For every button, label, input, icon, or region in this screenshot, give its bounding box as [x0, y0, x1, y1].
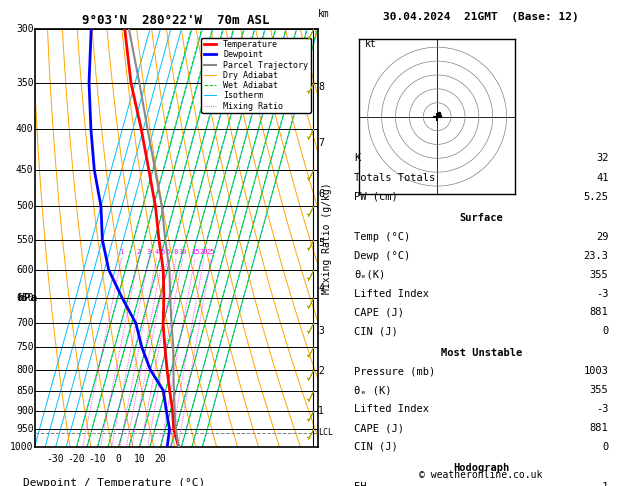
Text: LCL: LCL	[318, 429, 333, 437]
Text: 30.04.2024  21GMT  (Base: 12): 30.04.2024 21GMT (Base: 12)	[383, 12, 579, 22]
Text: 881: 881	[590, 308, 608, 317]
Text: -20: -20	[68, 454, 86, 464]
Text: 600: 600	[16, 265, 33, 275]
Text: 8: 8	[318, 82, 324, 92]
Text: Lifted Index: Lifted Index	[354, 404, 429, 414]
Text: 700: 700	[16, 318, 33, 329]
Text: 4: 4	[155, 248, 159, 255]
Text: km: km	[318, 9, 330, 19]
Text: 6: 6	[165, 248, 170, 255]
Text: θₑ (K): θₑ (K)	[354, 385, 391, 395]
Text: 900: 900	[16, 405, 33, 416]
Text: 10: 10	[133, 454, 145, 464]
Text: 1: 1	[318, 405, 324, 416]
Text: © weatheronline.co.uk: © weatheronline.co.uk	[420, 470, 543, 480]
Text: 2: 2	[136, 248, 140, 255]
Text: -30: -30	[47, 454, 64, 464]
Text: 300: 300	[16, 24, 33, 34]
Text: 7: 7	[318, 138, 324, 148]
Text: kt: kt	[365, 39, 377, 49]
Text: 2: 2	[318, 366, 324, 376]
Text: hPa: hPa	[17, 293, 37, 303]
Text: 0: 0	[602, 326, 608, 336]
Text: 32: 32	[596, 154, 608, 163]
Text: 355: 355	[590, 270, 608, 280]
Text: 20: 20	[155, 454, 166, 464]
Text: 3: 3	[318, 326, 324, 336]
Legend: Temperature, Dewpoint, Parcel Trajectory, Dry Adiabat, Wet Adiabat, Isotherm, Mi: Temperature, Dewpoint, Parcel Trajectory…	[201, 37, 311, 113]
Text: 29: 29	[596, 232, 608, 242]
Text: 0: 0	[602, 442, 608, 452]
Text: 750: 750	[16, 342, 33, 352]
Text: -10: -10	[89, 454, 106, 464]
Text: ASL: ASL	[318, 0, 336, 1]
Text: 5.25: 5.25	[584, 192, 608, 202]
Text: 650: 650	[16, 293, 33, 303]
Text: 6: 6	[318, 190, 324, 199]
Text: Lifted Index: Lifted Index	[354, 289, 429, 299]
Text: -3: -3	[596, 404, 608, 414]
Text: 3: 3	[147, 248, 151, 255]
Text: 4: 4	[318, 283, 324, 293]
Text: 0: 0	[116, 454, 121, 464]
Text: K: K	[354, 154, 360, 163]
Text: Pressure (mb): Pressure (mb)	[354, 366, 435, 377]
Text: 881: 881	[590, 423, 608, 433]
Text: 23.3: 23.3	[584, 251, 608, 261]
Text: CAPE (J): CAPE (J)	[354, 308, 404, 317]
Text: 10: 10	[179, 248, 187, 255]
Text: Dewpoint / Temperature (°C): Dewpoint / Temperature (°C)	[23, 478, 206, 486]
Text: -1: -1	[596, 482, 608, 486]
Text: 1000: 1000	[10, 442, 33, 452]
Text: 1003: 1003	[584, 366, 608, 377]
Text: CIN (J): CIN (J)	[354, 326, 398, 336]
Text: Mixing Ratio (g/kg): Mixing Ratio (g/kg)	[322, 182, 332, 294]
Text: 800: 800	[16, 364, 33, 375]
Text: 950: 950	[16, 424, 33, 434]
Text: 350: 350	[16, 78, 33, 87]
Text: -3: -3	[596, 289, 608, 299]
Text: Most Unstable: Most Unstable	[440, 347, 522, 358]
Text: 850: 850	[16, 386, 33, 396]
Text: 20: 20	[200, 248, 208, 255]
Text: Totals Totals: Totals Totals	[354, 173, 435, 183]
Text: 500: 500	[16, 202, 33, 211]
Text: 550: 550	[16, 235, 33, 244]
Text: Hodograph: Hodograph	[453, 463, 509, 473]
Text: PW (cm): PW (cm)	[354, 192, 398, 202]
Text: Dewp (°C): Dewp (°C)	[354, 251, 410, 261]
Text: 450: 450	[16, 165, 33, 175]
Text: 5: 5	[160, 248, 165, 255]
Text: 1: 1	[120, 248, 124, 255]
Text: 355: 355	[590, 385, 608, 395]
Text: 8: 8	[174, 248, 178, 255]
Text: θₑ(K): θₑ(K)	[354, 270, 385, 280]
Text: 5: 5	[318, 238, 324, 248]
Text: Surface: Surface	[459, 213, 503, 224]
Text: Temp (°C): Temp (°C)	[354, 232, 410, 242]
Text: CIN (J): CIN (J)	[354, 442, 398, 452]
Text: 25: 25	[207, 248, 215, 255]
Title: 9°03'N  280°22'W  70m ASL: 9°03'N 280°22'W 70m ASL	[82, 14, 270, 27]
Text: 41: 41	[596, 173, 608, 183]
Text: CAPE (J): CAPE (J)	[354, 423, 404, 433]
Text: 15: 15	[191, 248, 199, 255]
Text: 400: 400	[16, 124, 33, 134]
Text: EH: EH	[354, 482, 366, 486]
